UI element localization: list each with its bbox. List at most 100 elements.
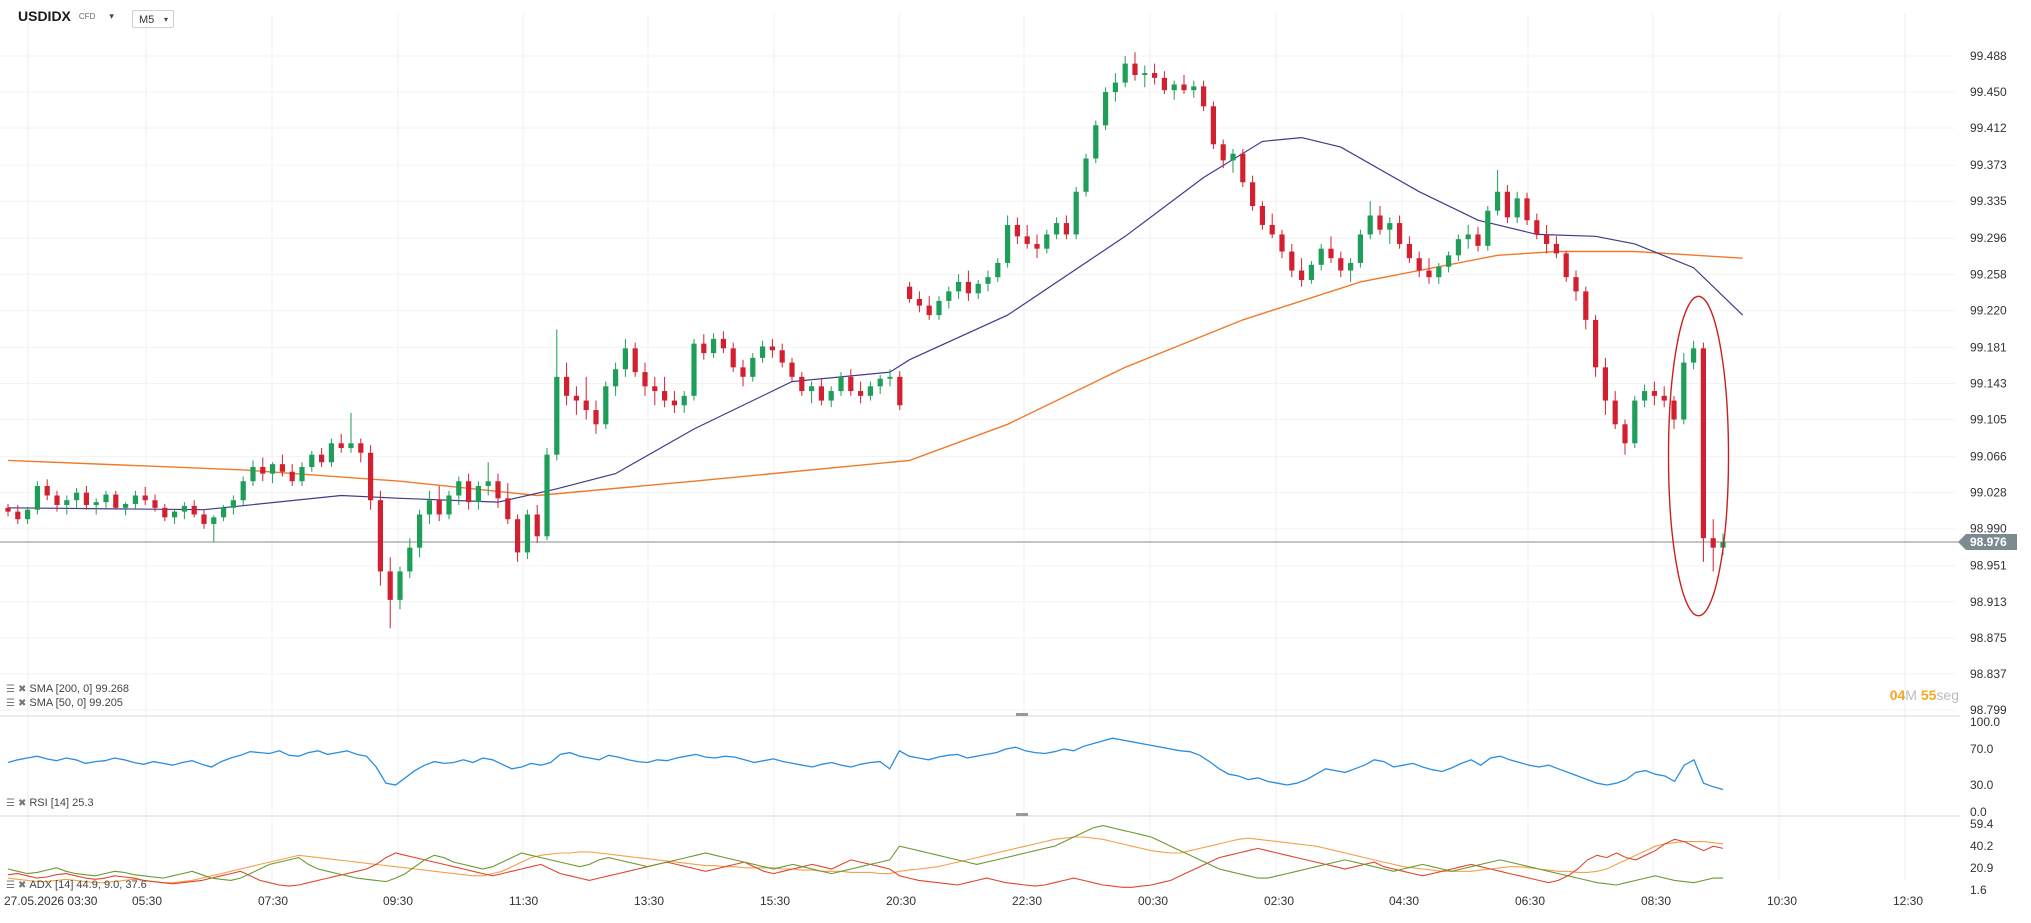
candle-body bbox=[1132, 63, 1138, 75]
candle-body bbox=[103, 494, 109, 503]
time-axis-label: 08:30 bbox=[1641, 894, 1671, 908]
timeframe-selector[interactable]: M5 ▾ bbox=[132, 10, 174, 28]
candle-body bbox=[466, 481, 472, 503]
candle-body bbox=[289, 471, 295, 482]
candle bbox=[1710, 519, 1716, 572]
candle-body bbox=[779, 350, 785, 363]
candle bbox=[1661, 386, 1667, 408]
candle bbox=[319, 448, 325, 468]
time-axis-label: 13:30 bbox=[634, 894, 664, 908]
candle-body bbox=[1201, 86, 1207, 107]
close-icon[interactable]: ✖ bbox=[17, 697, 27, 709]
indicator-sma200[interactable]: ☰ ✖ SMA [200, 0] 99.268 bbox=[6, 683, 129, 695]
candle bbox=[260, 457, 266, 482]
candle bbox=[446, 490, 452, 520]
candle-body bbox=[181, 505, 187, 512]
candle-body bbox=[260, 467, 266, 474]
candle-body bbox=[1357, 234, 1363, 263]
candle bbox=[1338, 251, 1344, 278]
candle bbox=[1367, 201, 1373, 240]
candle-body bbox=[662, 391, 668, 401]
close-icon[interactable]: ✖ bbox=[17, 797, 27, 809]
candle bbox=[1230, 149, 1236, 173]
candle bbox=[1240, 149, 1246, 187]
candle-body bbox=[1691, 348, 1697, 363]
chevron-down-icon[interactable]: ▾ bbox=[109, 10, 114, 21]
price-axis-label: 99.296 bbox=[1970, 231, 2007, 245]
candle bbox=[975, 280, 981, 299]
candle-body bbox=[603, 386, 609, 425]
indicator-rsi[interactable]: ☰ ✖ RSI [14] 25.3 bbox=[6, 797, 94, 809]
close-icon[interactable]: ✖ bbox=[17, 683, 27, 695]
candle bbox=[1602, 357, 1608, 415]
candle-body bbox=[515, 519, 521, 553]
candle-body bbox=[1700, 348, 1706, 539]
candle bbox=[1279, 229, 1285, 259]
candle bbox=[1612, 391, 1618, 430]
candle bbox=[368, 445, 374, 510]
candle-body bbox=[417, 514, 423, 548]
close-icon[interactable]: ✖ bbox=[17, 879, 27, 891]
candle-body bbox=[25, 509, 31, 520]
candle-body bbox=[1710, 538, 1716, 548]
pane-resize-handle-icon[interactable] bbox=[1016, 713, 1028, 716]
candle bbox=[250, 460, 256, 486]
candle-body bbox=[1318, 248, 1324, 265]
candle-body bbox=[534, 514, 540, 537]
chevron-down-icon[interactable]: ▾ bbox=[163, 15, 168, 24]
menu-icon[interactable]: ☰ bbox=[6, 879, 15, 891]
candle-body bbox=[456, 481, 462, 496]
candle bbox=[289, 464, 295, 486]
candle bbox=[358, 438, 364, 463]
symbol-selector[interactable]: USDIDX CFD ▾ bbox=[18, 8, 114, 24]
candle bbox=[1034, 234, 1040, 259]
candle bbox=[162, 504, 168, 522]
adx-line bbox=[7, 836, 1724, 884]
candle-body bbox=[926, 305, 932, 316]
candle-body bbox=[1426, 270, 1432, 278]
candle bbox=[1201, 80, 1207, 112]
candle bbox=[887, 369, 893, 387]
candle bbox=[671, 391, 677, 413]
indicator-sma50[interactable]: ☰ ✖ SMA [50, 0] 99.205 bbox=[6, 697, 123, 709]
candle bbox=[799, 372, 805, 396]
candle-body bbox=[1230, 153, 1236, 161]
candle bbox=[838, 372, 844, 396]
candle bbox=[54, 490, 60, 512]
candle bbox=[1377, 205, 1383, 235]
pane-resize-handle-icon[interactable] bbox=[1016, 813, 1028, 816]
menu-icon[interactable]: ☰ bbox=[6, 683, 15, 695]
candle bbox=[1122, 56, 1128, 88]
time-axis-label: 07:30 bbox=[258, 894, 288, 908]
candle-body bbox=[270, 464, 276, 474]
candle-body bbox=[1661, 395, 1667, 401]
candle bbox=[711, 333, 717, 358]
candle-body bbox=[1259, 205, 1265, 225]
candle bbox=[142, 486, 148, 505]
candle bbox=[397, 566, 403, 610]
candle-body bbox=[1455, 239, 1461, 256]
menu-icon[interactable]: ☰ bbox=[6, 797, 15, 809]
candle bbox=[1054, 217, 1060, 240]
candle bbox=[524, 509, 530, 560]
rsi-axis-label: 70.0 bbox=[1970, 742, 1994, 756]
candle bbox=[1142, 65, 1148, 88]
candles bbox=[5, 52, 1726, 629]
candle-body bbox=[426, 500, 432, 515]
candle-body bbox=[1240, 153, 1246, 183]
countdown-minutes-unit: M bbox=[1905, 687, 1917, 703]
candle bbox=[1044, 229, 1050, 254]
candle bbox=[936, 296, 942, 320]
candle bbox=[417, 509, 423, 558]
indicator-adx[interactable]: ☰ ✖ ADX [14] 44.9, 9.0, 37.6 bbox=[6, 879, 147, 891]
candle bbox=[760, 340, 766, 363]
candle-body bbox=[83, 492, 89, 505]
candle-body bbox=[965, 281, 971, 294]
candle-body bbox=[1103, 92, 1109, 126]
menu-icon[interactable]: ☰ bbox=[6, 697, 15, 709]
candle bbox=[1622, 419, 1628, 455]
candle-body bbox=[691, 343, 697, 396]
candle bbox=[1495, 169, 1501, 216]
